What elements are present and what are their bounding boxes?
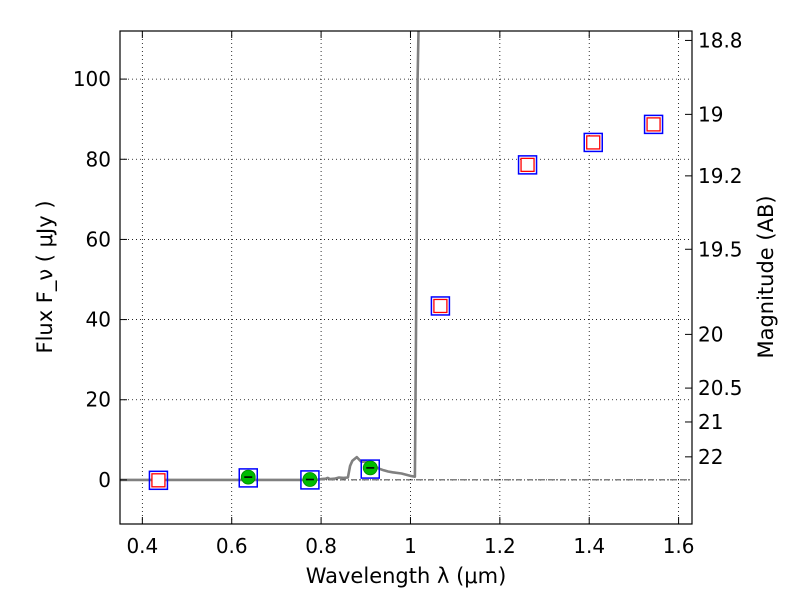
y-tick-label: 40 (86, 308, 111, 332)
y2-tick-label: 20.5 (698, 376, 743, 400)
y-tick-label: 80 (86, 147, 111, 171)
x-tick-label: 0.8 (305, 534, 337, 558)
plot-frame (119, 30, 693, 525)
y2-tick-label: 21 (698, 410, 723, 434)
y-tick-label: 20 (86, 388, 111, 412)
x-tick-label: 1 (404, 534, 417, 558)
y2-tick-label: 19.2 (698, 164, 743, 188)
x-tick-label: 0.4 (126, 534, 158, 558)
blue-square-marker (148, 470, 169, 491)
x-tick-label: 1.6 (663, 534, 695, 558)
blue-square-marker (430, 296, 451, 316)
y-tick-label: 100 (73, 67, 111, 91)
data-points (148, 114, 664, 491)
y2-tick-label: 19.5 (698, 237, 743, 261)
red-square-marker (520, 157, 535, 173)
red-square-marker (433, 298, 448, 314)
red-square-marker (646, 117, 661, 132)
blue-square-marker (238, 468, 259, 488)
y-tick-label: 60 (86, 227, 111, 251)
blue-square-marker (583, 132, 603, 153)
blue-square-marker (360, 459, 380, 479)
y2-tick-label: 19 (698, 102, 723, 126)
x-tick-label: 1.4 (573, 534, 605, 558)
blue-square-marker (300, 470, 320, 490)
axis-ticks: 0.4 0.6 0.8 1 1.2 1.4 1.6 0 20 40 60 80 100 18.8 19 19.… (73, 28, 743, 558)
red-square-marker (586, 135, 601, 150)
blue-square-marker (643, 114, 664, 135)
y2-tick-label: 22 (698, 445, 723, 469)
x-axis-label: Wavelength λ (μm) (306, 564, 507, 588)
y-axis-label: Flux F_ν ( μJy ) (33, 200, 58, 353)
x-tick-label: 1.2 (484, 534, 516, 558)
red-square-marker (151, 473, 166, 488)
y-tick-label: 0 (98, 468, 111, 492)
y2-tick-label: 20 (698, 322, 723, 346)
x-tick-label: 0.6 (216, 534, 248, 558)
y2-tick-label: 18.8 (698, 28, 743, 52)
blue-square-marker (517, 155, 538, 175)
y2-axis-label: Magnitude (AB) (754, 195, 778, 358)
